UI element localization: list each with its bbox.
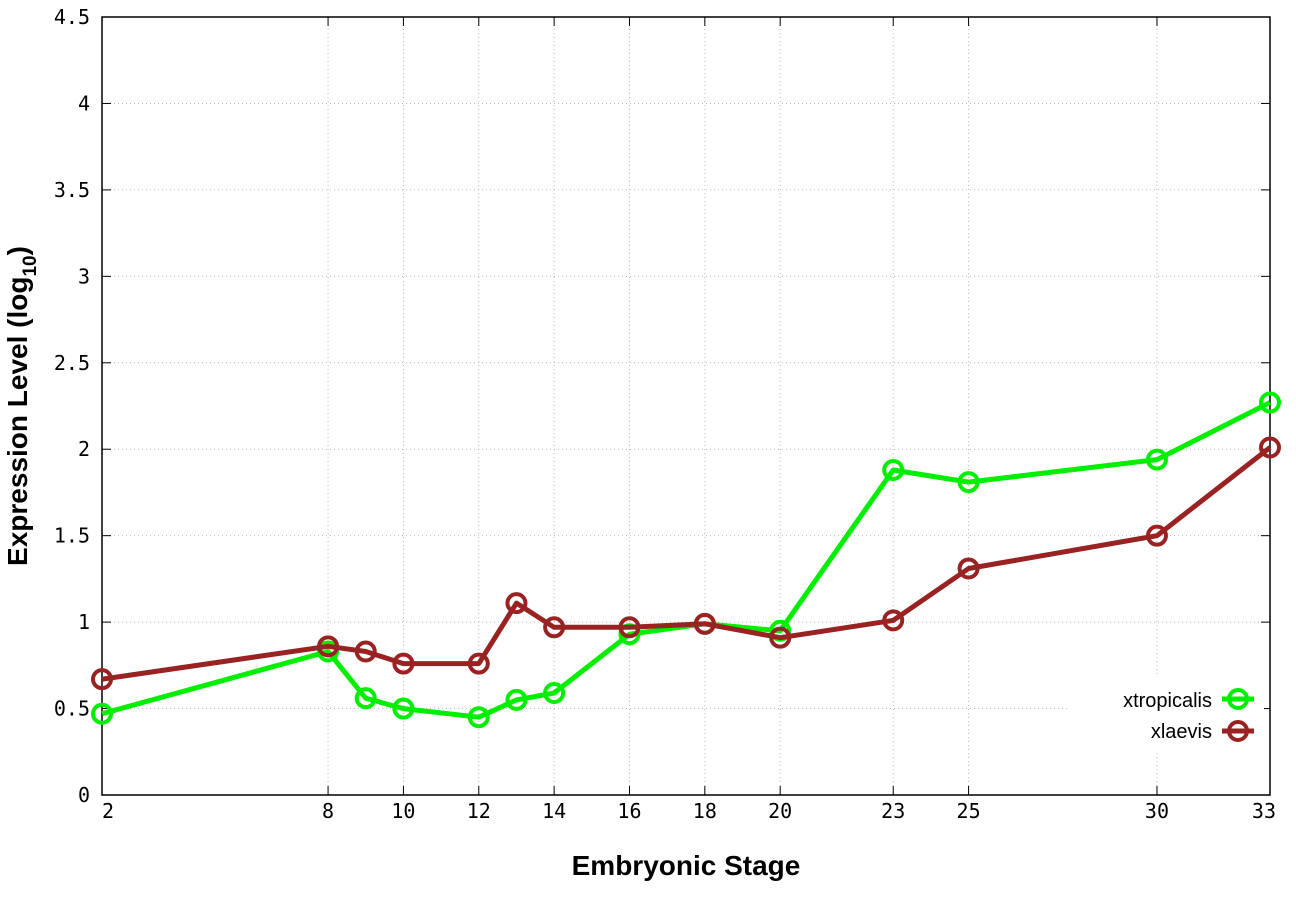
y-tick-label-4: 2 (78, 437, 90, 461)
series-line-xtropicalis (101, 400, 1272, 720)
y-tick-label-5: 2.5 (54, 351, 90, 375)
x-tick-label-3: 12 (467, 799, 491, 823)
data-point-xlaevis-7 (618, 616, 641, 639)
x-tick-label-9: 25 (957, 799, 981, 823)
x-tick-label-2: 10 (391, 799, 415, 823)
series-line-xlaevis (101, 445, 1272, 682)
plot-frame (101, 16, 1271, 796)
y-axis-title: Expression Level (log10) (2, 246, 41, 566)
x-tick-label-7: 20 (768, 799, 792, 823)
x-tick-label-10: 30 (1145, 799, 1169, 823)
x-axis-title: Embryonic Stage (572, 850, 801, 881)
x-tick-label-6: 18 (693, 799, 717, 823)
y-axis-title-subscript: 10 (20, 255, 41, 276)
y-tick-label-6: 3 (78, 264, 90, 288)
legend: xtropicalis xlaevis (1070, 676, 1264, 752)
data-point-xtropicalis-4 (467, 706, 490, 729)
x-tick-label-1: 8 (322, 799, 334, 823)
data-point-xlaevis-1 (317, 635, 340, 658)
data-point-xtropicalis-10 (882, 458, 905, 481)
data-point-xlaevis-4 (467, 652, 490, 675)
legend-label-xlaevis: xlaevis (1151, 721, 1212, 743)
data-point-xlaevis-9 (769, 626, 792, 649)
data-point-xtropicalis-3 (392, 697, 415, 720)
data-point-xlaevis-3 (392, 652, 415, 675)
x-tick-label-5: 16 (617, 799, 641, 823)
data-point-xtropicalis-6 (543, 681, 566, 704)
data-point-xtropicalis-13 (1259, 391, 1281, 414)
data-point-xlaevis-8 (693, 612, 716, 635)
y-axis-title-close: ) (2, 246, 33, 255)
y-tick-label-9: 4.5 (54, 5, 90, 29)
x-tick-label-11: 33 (1252, 799, 1276, 823)
x-tick-label-0: 2 (102, 799, 114, 823)
data-point-xlaevis-2 (354, 640, 377, 663)
axis-ticks: 0 0.5 1 1.5 2 2.5 3 3.5 4 4.5 2 8 10 12 14 16 18 20 23 25 30… (54, 5, 1276, 823)
data-point-xlaevis-5 (505, 592, 528, 615)
y-tick-label-7: 3.5 (54, 178, 90, 202)
legend-label-xtropicalis: xtropicalis (1123, 690, 1212, 712)
data-point-xtropicalis-0 (91, 702, 113, 725)
data-point-xlaevis-10 (882, 609, 905, 632)
data-point-xlaevis-11 (957, 557, 980, 580)
data-point-xlaevis-12 (1145, 524, 1168, 547)
y-axis-title-main: Expression Level (log (2, 277, 33, 566)
legend-marker-xlaevis (1227, 720, 1249, 742)
data-point-xtropicalis-2 (354, 687, 377, 710)
data-point-xtropicalis-5 (505, 688, 528, 711)
y-tick-label-2: 1 (78, 610, 90, 634)
data-series (91, 391, 1281, 729)
x-tick-label-8: 23 (881, 799, 905, 823)
y-tick-label-3: 1.5 (54, 524, 90, 548)
y-tick-label-8: 4 (78, 91, 90, 115)
legend-marker-xtropicalis (1227, 688, 1249, 710)
y-tick-label-1: 0.5 (54, 697, 90, 721)
data-point-xtropicalis-11 (957, 471, 980, 494)
data-point-xlaevis-0 (91, 668, 113, 691)
y-tick-label-0: 0 (78, 783, 90, 807)
x-tick-label-4: 14 (542, 799, 566, 823)
data-point-xlaevis-13 (1259, 436, 1281, 459)
data-point-xlaevis-6 (543, 616, 566, 639)
data-point-xtropicalis-12 (1145, 448, 1168, 471)
